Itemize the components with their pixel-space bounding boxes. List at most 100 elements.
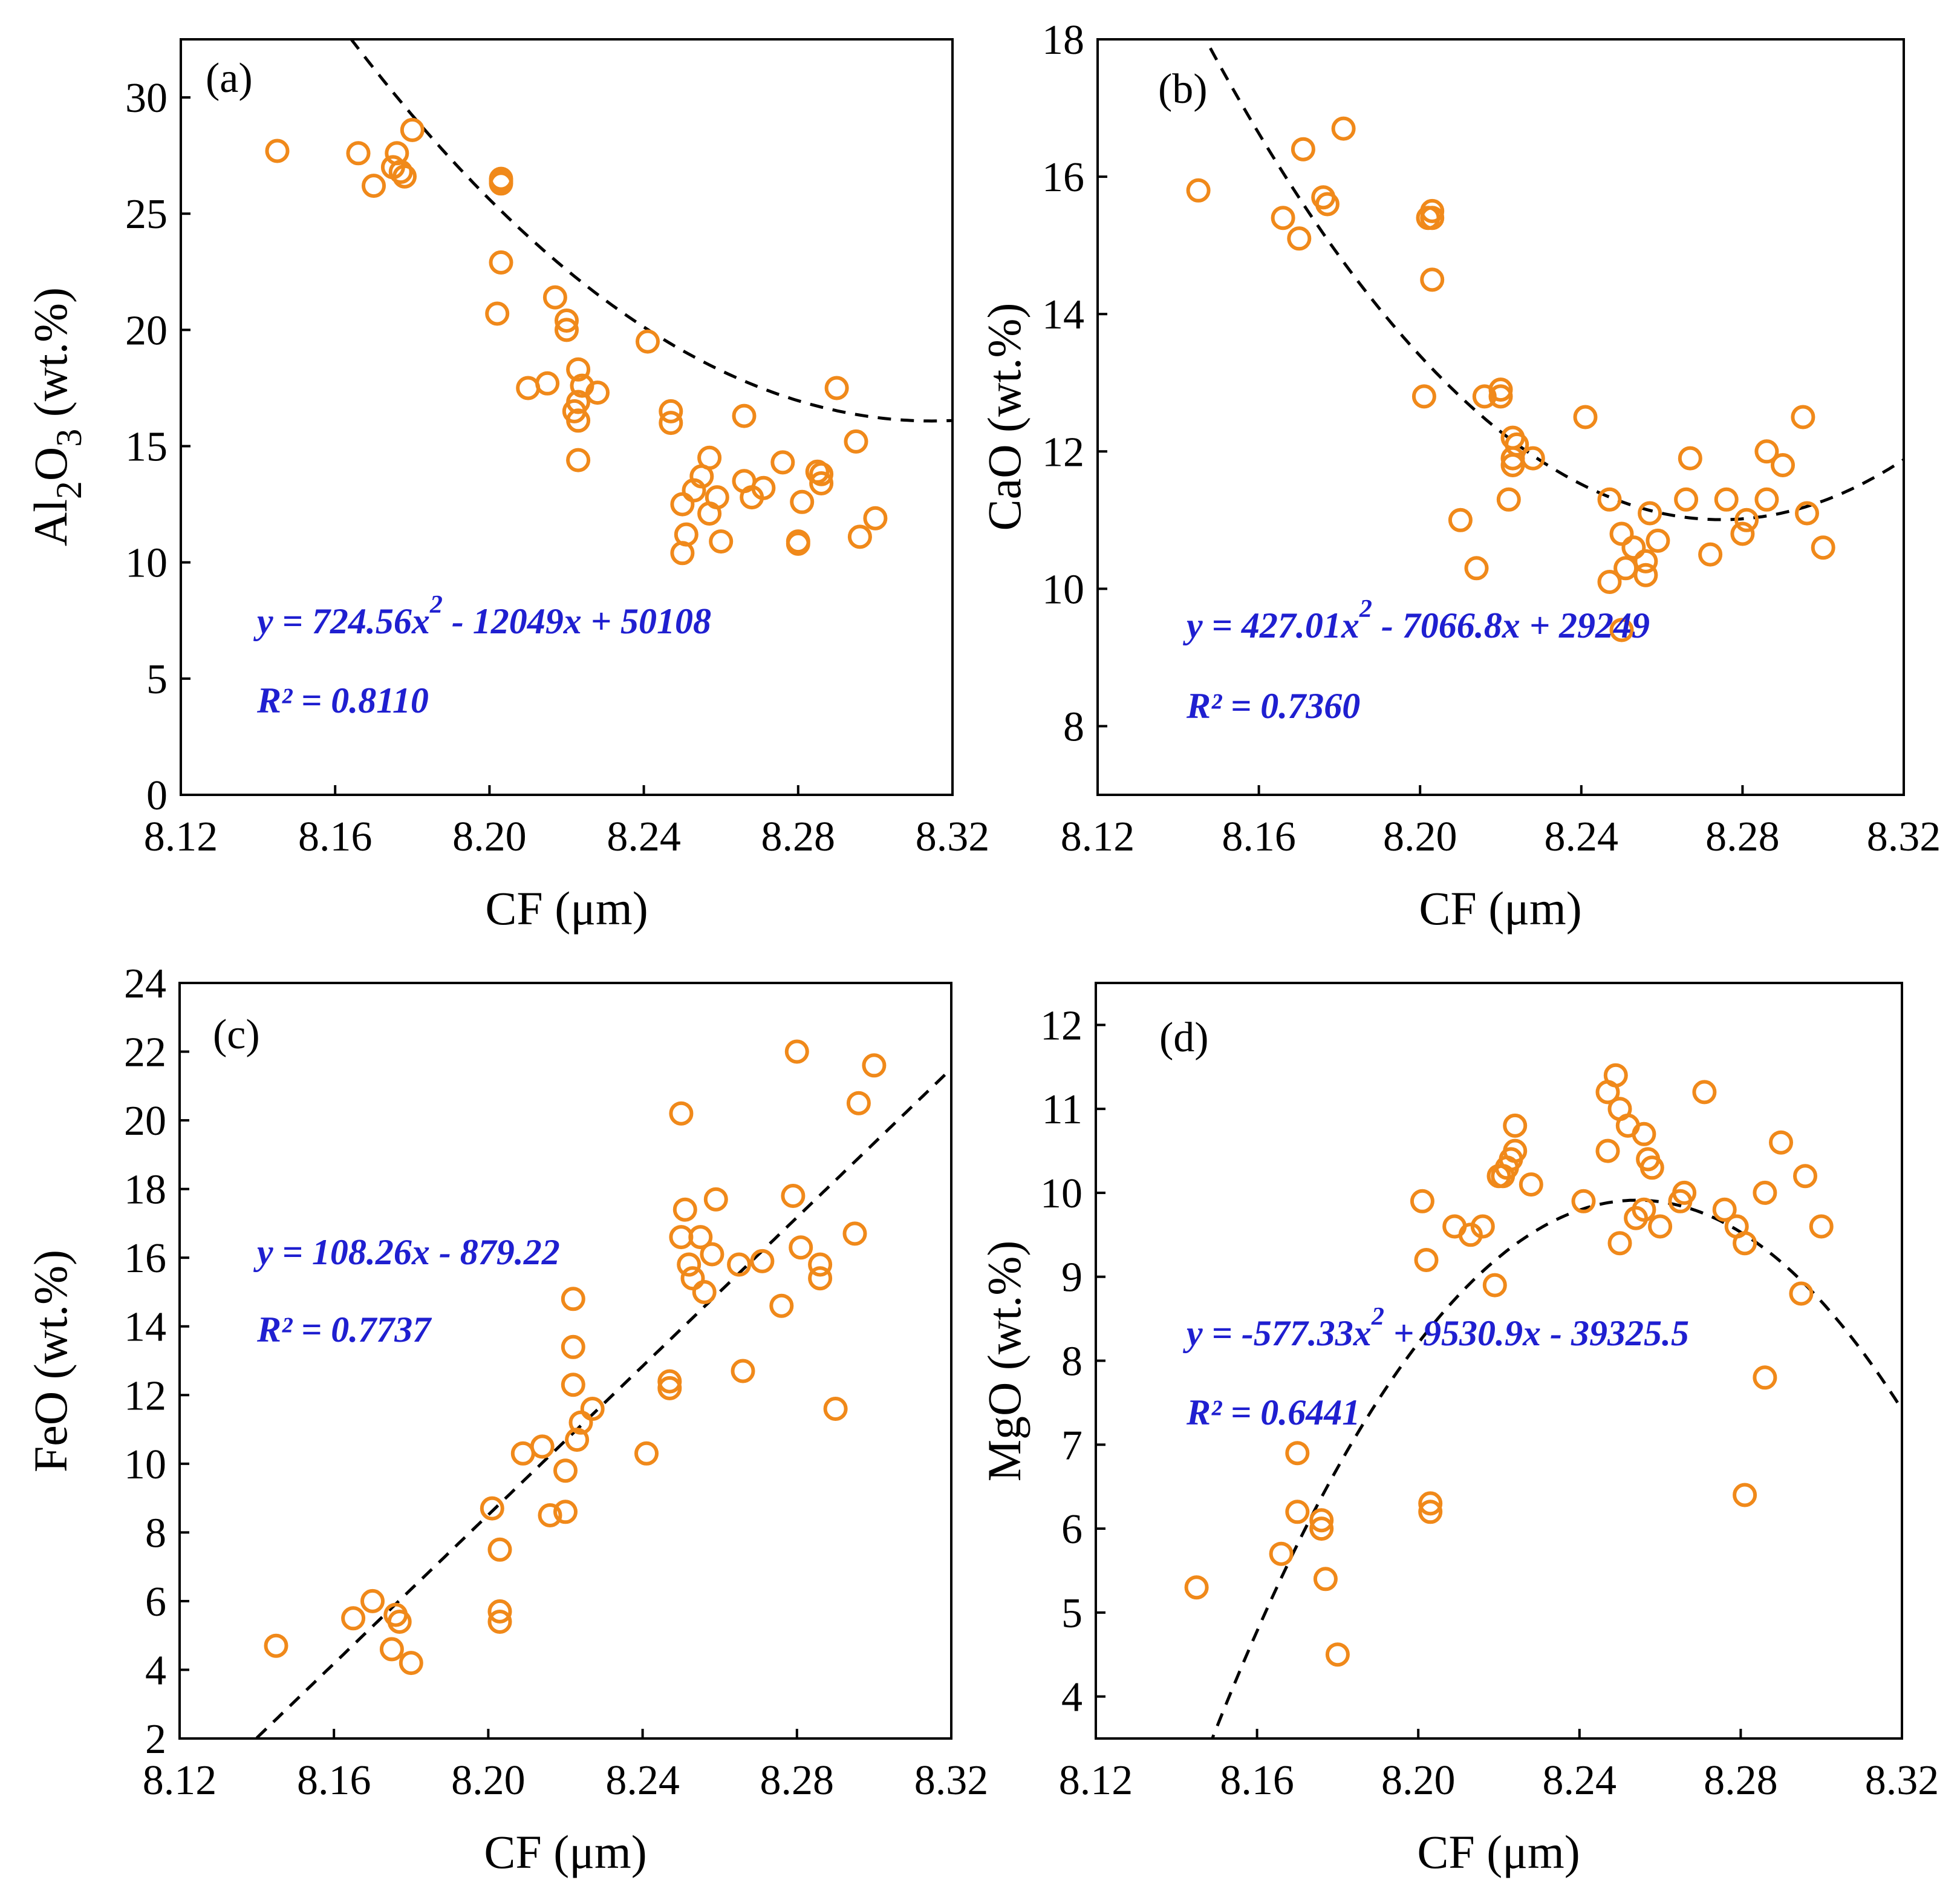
data-point	[1269, 1541, 1294, 1566]
fit-line	[1203, 39, 1904, 521]
data-point	[1482, 1273, 1507, 1298]
data-point	[585, 380, 610, 405]
data-point	[1488, 384, 1513, 409]
data-point	[1632, 1121, 1656, 1146]
fit-curve	[255, 1068, 951, 1738]
r-squared: R² = 0.8110	[256, 681, 429, 720]
data-point	[1646, 528, 1670, 553]
fit-equation: y = 427.01x2 - 7066.8x + 29249	[1183, 595, 1650, 645]
y-tick-label: 18	[124, 1167, 166, 1213]
data-point	[1503, 1138, 1528, 1163]
data-point	[809, 471, 834, 495]
data-point	[392, 164, 417, 189]
data-points	[264, 1039, 887, 1676]
y-tick-label: 30	[125, 75, 168, 122]
y-tick-label: 4	[1061, 1674, 1083, 1721]
data-point	[1519, 1172, 1543, 1197]
data-point	[568, 1410, 593, 1435]
data-point	[400, 117, 425, 142]
data-point	[1496, 487, 1521, 512]
data-point	[487, 1599, 512, 1624]
data-points	[1184, 1063, 1834, 1667]
x-axis-title: CF (μm)	[1417, 1826, 1580, 1878]
data-point	[1448, 508, 1473, 532]
data-point	[1753, 1365, 1777, 1390]
data-point	[769, 1293, 794, 1318]
data-points	[265, 117, 888, 566]
data-point	[1613, 556, 1638, 581]
data-point	[561, 1334, 585, 1359]
fit-equation: y = -577.33x2 + 9530.9x - 39325.5	[1183, 1303, 1689, 1353]
panel-label: (a)	[206, 55, 253, 102]
data-point	[1809, 1214, 1834, 1239]
data-point	[808, 1252, 833, 1277]
data-point	[1771, 453, 1795, 477]
plot-frame	[1096, 38, 1905, 796]
fit-equation: y = 724.56x2 - 12049x + 50108	[253, 591, 711, 641]
data-point	[862, 1053, 887, 1078]
y-tick-label: 11	[1042, 1086, 1083, 1133]
data-point	[1309, 1508, 1334, 1533]
data-point	[692, 1280, 717, 1304]
data-point	[1621, 535, 1646, 560]
data-point	[1609, 521, 1634, 546]
data-point	[824, 376, 849, 400]
data-point	[489, 250, 513, 275]
data-point	[580, 1397, 605, 1421]
x-tick-label: 8.32	[1867, 814, 1941, 860]
data-point	[1597, 570, 1622, 594]
data-point	[677, 1252, 702, 1277]
data-point	[731, 1359, 755, 1383]
data-point	[1315, 192, 1340, 217]
y-tick-label: 10	[125, 540, 168, 587]
data-point	[561, 1287, 585, 1311]
x-tick-label: 8.28	[1704, 1757, 1778, 1804]
x-tick-label: 8.24	[607, 814, 681, 860]
x-tick-label: 8.12	[143, 1757, 217, 1804]
y-tick-label: 10	[1042, 566, 1084, 613]
y-tick-label: 24	[124, 961, 166, 1007]
x-tick-label: 8.20	[1383, 814, 1457, 860]
y-tick-label: 25	[125, 191, 168, 238]
y-tick-label: 20	[125, 307, 168, 354]
x-tick-label: 8.32	[1865, 1757, 1939, 1804]
data-point	[1595, 1138, 1620, 1163]
data-point	[535, 371, 560, 396]
y-tick-label: 9	[1061, 1255, 1083, 1301]
x-tick-label: 8.28	[760, 1757, 835, 1804]
data-point	[566, 448, 591, 472]
y-tick-label: 22	[124, 1030, 166, 1076]
data-point	[1754, 439, 1779, 464]
data-point	[561, 1373, 585, 1397]
data-point	[1420, 198, 1445, 223]
data-point	[1597, 487, 1622, 512]
data-point	[1313, 1567, 1338, 1591]
data-point	[709, 529, 734, 554]
data-point	[538, 1503, 562, 1527]
y-tick-label: 12	[124, 1373, 166, 1419]
data-point	[379, 1637, 404, 1662]
data-point	[659, 399, 683, 423]
data-point	[487, 1610, 512, 1634]
data-point	[1639, 1155, 1664, 1180]
data-point	[1607, 1231, 1632, 1256]
data-point	[636, 329, 660, 354]
data-points	[1186, 116, 1835, 642]
x-tick-label: 8.28	[1705, 814, 1780, 860]
data-point	[566, 357, 591, 382]
data-point	[657, 1376, 682, 1400]
data-point	[553, 1500, 578, 1524]
data-point	[1271, 206, 1295, 230]
y-axis-title: FeO (wt.%)	[24, 1250, 77, 1472]
data-point	[480, 1496, 504, 1521]
y-tick-label: 0	[146, 772, 168, 819]
x-tick-label: 8.32	[914, 1757, 989, 1804]
plot-frame	[178, 982, 952, 1740]
data-point	[680, 1266, 705, 1291]
y-tick-label: 5	[1061, 1590, 1083, 1637]
data-point	[1633, 549, 1658, 573]
x-tick-label: 8.24	[1545, 814, 1619, 860]
data-point	[1638, 501, 1662, 526]
data-point	[1714, 487, 1739, 512]
fit-curve	[349, 39, 952, 423]
